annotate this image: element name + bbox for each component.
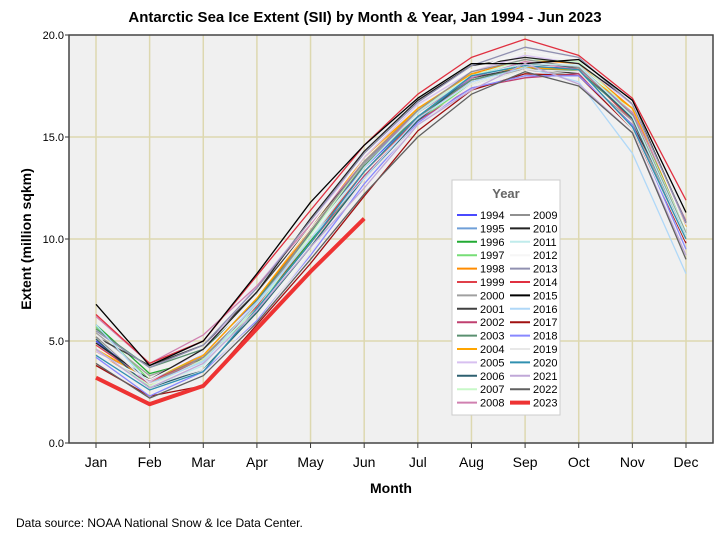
- legend-label-2017: 2017: [533, 317, 557, 329]
- plot-border: [68, 34, 714, 444]
- legend-label-1995: 1995: [480, 223, 504, 235]
- legend-label-2018: 2018: [533, 331, 557, 343]
- legend-label-2016: 2016: [533, 304, 557, 316]
- x-tick-label: Nov: [620, 454, 645, 470]
- legend-label-2005: 2005: [480, 357, 504, 369]
- legend-label-1997: 1997: [480, 250, 504, 262]
- legend-label-1998: 1998: [480, 264, 504, 276]
- y-tick-label: 20.0: [43, 30, 64, 42]
- legend-label-2008: 2008: [480, 398, 504, 410]
- legend-label-2019: 2019: [533, 344, 557, 356]
- y-axis-label: Extent (million sqkm): [18, 168, 34, 310]
- series-line-2011: [95, 62, 687, 389]
- legend-title: Year: [492, 186, 519, 201]
- legend-label-2003: 2003: [480, 331, 504, 343]
- x-tick-label: Jul: [409, 454, 427, 470]
- series-line-2020: [95, 64, 687, 391]
- series-line-2022: [95, 71, 687, 399]
- series-line-2023: [95, 217, 366, 407]
- legend-label-1994: 1994: [480, 210, 504, 222]
- legend-label-1999: 1999: [480, 277, 504, 289]
- legend-label-2007: 2007: [480, 384, 504, 396]
- legend-label-2009: 2009: [533, 210, 557, 222]
- series-line-2019: [95, 69, 687, 385]
- x-tick-label: Oct: [568, 454, 590, 470]
- x-tick-label: Sep: [513, 454, 538, 470]
- series-line-2008: [95, 60, 687, 365]
- legend-label-2015: 2015: [533, 290, 557, 302]
- chart-title: Antarctic Sea Ice Extent (SII) by Month …: [128, 9, 601, 26]
- legend-label-1996: 1996: [480, 237, 504, 249]
- y-tick-label: 10.0: [43, 234, 64, 246]
- legend-label-2023: 2023: [533, 398, 557, 410]
- series-line-2013: [95, 46, 687, 369]
- x-tick-label: Apr: [246, 454, 268, 470]
- series-line-2010: [95, 56, 687, 381]
- x-axis-label: Month: [370, 480, 412, 496]
- data-source-note: Data source: NOAA National Snow & Ice Da…: [16, 516, 303, 530]
- legend-label-2021: 2021: [533, 371, 557, 383]
- legend-label-2011: 2011: [533, 237, 557, 249]
- legend-label-2001: 2001: [480, 304, 504, 316]
- x-tick-label: Feb: [138, 454, 162, 470]
- series-line-2009: [95, 58, 687, 385]
- legend-label-2012: 2012: [533, 250, 557, 262]
- x-tick-label: Mar: [191, 454, 215, 470]
- x-tick-label: May: [297, 454, 323, 470]
- y-tick-label: 0.0: [49, 438, 64, 450]
- y-tick-label: 5.0: [49, 336, 64, 348]
- x-tick-label: Dec: [674, 454, 699, 470]
- legend-label-2020: 2020: [533, 357, 557, 369]
- legend-label-2000: 2000: [480, 290, 504, 302]
- legend-label-2013: 2013: [533, 264, 557, 276]
- legend-label-2022: 2022: [533, 384, 557, 396]
- x-tick-label: Jan: [85, 454, 108, 470]
- series-line-2015: [95, 58, 687, 367]
- legend-label-2004: 2004: [480, 344, 504, 356]
- series-line-2018: [95, 75, 687, 397]
- series-line-2021: [95, 62, 687, 389]
- x-tick-label: Aug: [459, 454, 484, 470]
- legend-label-2010: 2010: [533, 223, 557, 235]
- legend-label-2006: 2006: [480, 371, 504, 383]
- legend-label-2014: 2014: [533, 277, 557, 289]
- y-tick-label: 15.0: [43, 132, 64, 144]
- legend-label-2002: 2002: [480, 317, 504, 329]
- x-tick-label: Jun: [353, 454, 376, 470]
